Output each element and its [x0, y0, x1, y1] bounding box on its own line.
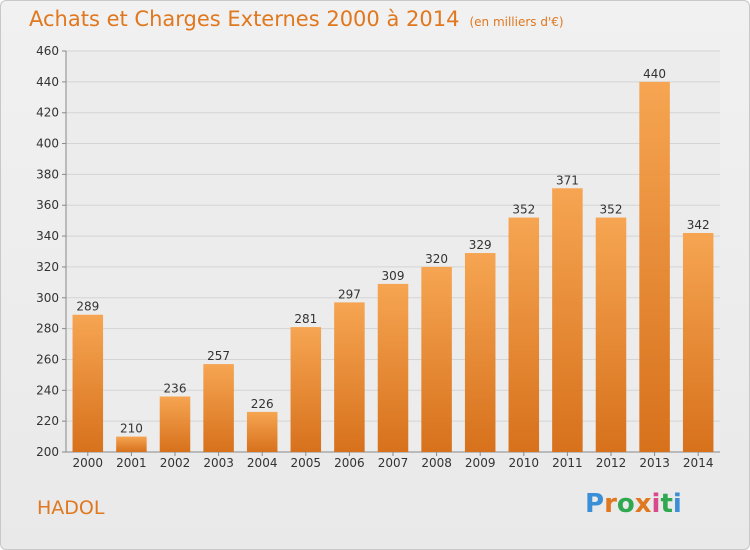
x-tick-label: 2005 — [291, 456, 322, 470]
x-tick-label: 2010 — [509, 456, 540, 470]
x-tick-label: 2004 — [247, 456, 278, 470]
data-label: 320 — [425, 252, 448, 266]
x-tick-label: 2011 — [552, 456, 583, 470]
logo-letter: i — [651, 489, 661, 519]
data-label: 289 — [76, 300, 99, 314]
bar — [508, 217, 540, 452]
data-label: 342 — [687, 218, 710, 232]
data-label: 281 — [294, 312, 317, 326]
bar — [246, 411, 278, 452]
bar — [203, 364, 234, 452]
y-tick-label: 220 — [36, 414, 59, 428]
bar — [682, 232, 714, 452]
bar — [116, 436, 147, 452]
data-label: 236 — [164, 381, 187, 395]
y-tick-label: 460 — [36, 44, 59, 58]
y-tick-label: 260 — [36, 352, 59, 366]
x-tick-label: 2002 — [160, 456, 191, 470]
bar — [290, 327, 322, 452]
bar — [552, 188, 583, 452]
bar — [639, 81, 670, 452]
logo-letter: r — [604, 489, 617, 519]
x-tick-label: 2006 — [334, 456, 365, 470]
logo-letter: P — [585, 489, 605, 519]
x-tick-label: 2012 — [596, 456, 627, 470]
y-tick-label: 380 — [36, 167, 59, 181]
bar — [334, 302, 365, 452]
x-tick-label: 2007 — [378, 456, 409, 470]
y-tick-label: 420 — [36, 106, 59, 120]
y-tick-label: 200 — [36, 445, 59, 459]
data-label: 210 — [120, 422, 143, 436]
logo-letter: i — [672, 489, 682, 519]
bar — [421, 266, 452, 452]
y-tick-label: 300 — [36, 291, 59, 305]
bar — [464, 253, 496, 452]
chart-title-text: Achats et Charges Externes 2000 à 2014 — [29, 7, 460, 31]
bar — [159, 396, 191, 452]
bar — [595, 217, 627, 452]
commune-name: HADOL — [37, 497, 105, 519]
logo-letter: t — [660, 489, 673, 519]
x-tick-label: 2003 — [203, 456, 234, 470]
data-label: 371 — [556, 173, 579, 187]
data-label: 440 — [643, 67, 666, 81]
data-label: 352 — [512, 203, 535, 217]
logo-letter: x — [634, 489, 652, 519]
x-tick-label: 2008 — [421, 456, 452, 470]
data-label: 257 — [207, 349, 230, 363]
data-label: 226 — [251, 397, 274, 411]
data-label: 352 — [600, 203, 623, 217]
y-tick-label: 360 — [36, 198, 59, 212]
bar — [72, 314, 104, 452]
x-tick-label: 2014 — [683, 456, 714, 470]
y-tick-label: 280 — [36, 322, 59, 336]
y-tick-label: 240 — [36, 383, 59, 397]
y-tick-label: 440 — [36, 75, 59, 89]
x-tick-label: 2000 — [73, 456, 104, 470]
data-label: 309 — [382, 269, 405, 283]
x-tick-label: 2013 — [639, 456, 670, 470]
data-label: 297 — [338, 287, 361, 301]
proxiti-logo[interactable]: Proxiti — [585, 489, 682, 519]
y-tick-label: 320 — [36, 260, 59, 274]
y-tick-label: 340 — [36, 229, 59, 243]
x-tick-label: 2001 — [116, 456, 147, 470]
x-tick-label: 2009 — [465, 456, 496, 470]
logo-letter: o — [616, 489, 635, 519]
data-label: 329 — [469, 238, 492, 252]
y-tick-label: 400 — [36, 137, 59, 151]
chart-title: Achats et Charges Externes 2000 à 2014 (e… — [29, 7, 564, 31]
bar — [377, 283, 409, 452]
chart-unit: (en milliers d'€) — [469, 15, 564, 29]
